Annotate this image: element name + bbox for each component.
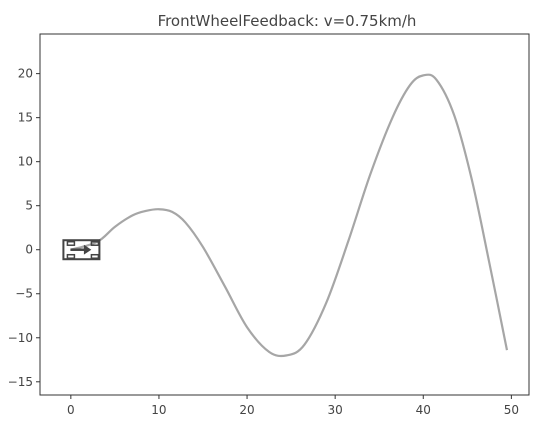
y-tick-label: 5 bbox=[25, 199, 33, 213]
vehicle-icon bbox=[62, 239, 101, 261]
y-tick-label: 0 bbox=[25, 243, 33, 257]
vehicle-heading-arrowhead bbox=[83, 244, 92, 255]
vehicle-wheel bbox=[66, 240, 76, 246]
y-tick-label: −5 bbox=[15, 287, 33, 301]
x-tick-label: 0 bbox=[67, 403, 75, 417]
vehicle-wheel bbox=[90, 253, 100, 259]
y-tick-label: −15 bbox=[8, 375, 33, 389]
vehicle-wheel bbox=[90, 240, 100, 246]
vehicle-wheel bbox=[66, 253, 76, 259]
vehicle-body bbox=[62, 239, 101, 261]
chart-title: FrontWheelFeedback: v=0.75km/h bbox=[158, 12, 417, 30]
x-axis: 0 10 20 30 40 50 bbox=[67, 395, 519, 417]
y-tick-label: −10 bbox=[8, 331, 33, 345]
x-tick-label: 40 bbox=[416, 403, 431, 417]
trajectory-line bbox=[70, 73, 509, 358]
x-tick-label: 20 bbox=[239, 403, 254, 417]
y-axis: −15 −10 −5 0 5 10 15 20 bbox=[8, 67, 40, 389]
series-layer bbox=[70, 73, 509, 358]
x-tick-label: 50 bbox=[504, 403, 519, 417]
x-tick-label: 30 bbox=[328, 403, 343, 417]
x-tick-label: 10 bbox=[151, 403, 166, 417]
y-tick-label: 20 bbox=[18, 67, 33, 81]
plot-frame bbox=[39, 33, 530, 396]
y-tick-label: 15 bbox=[18, 111, 33, 125]
vehicle-layer bbox=[62, 239, 101, 261]
y-tick-label: 10 bbox=[18, 155, 33, 169]
